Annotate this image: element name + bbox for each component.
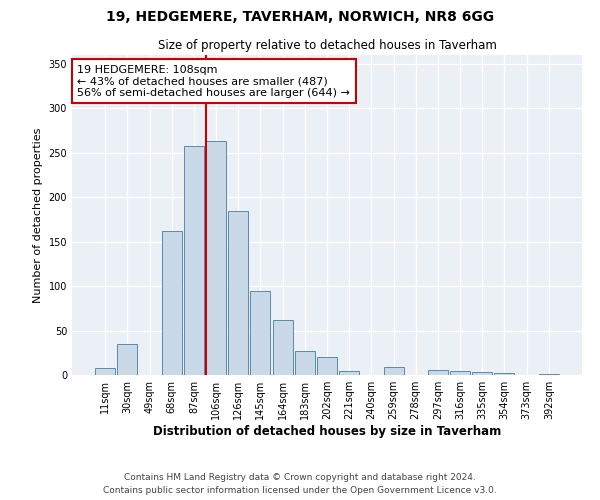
Bar	[428, 370, 448, 375]
Bar	[450, 372, 470, 375]
Text: 19 HEDGEMERE: 108sqm
← 43% of detached houses are smaller (487)
56% of semi-deta: 19 HEDGEMERE: 108sqm ← 43% of detached h…	[77, 64, 350, 98]
Bar	[206, 141, 226, 375]
Bar	[472, 372, 492, 375]
Bar	[118, 344, 137, 375]
Bar	[250, 290, 271, 375]
Text: 19, HEDGEMERE, TAVERHAM, NORWICH, NR8 6GG: 19, HEDGEMERE, TAVERHAM, NORWICH, NR8 6G…	[106, 10, 494, 24]
Bar	[539, 374, 559, 375]
Bar	[95, 368, 115, 375]
Bar	[162, 231, 182, 375]
Title: Size of property relative to detached houses in Taverham: Size of property relative to detached ho…	[158, 40, 496, 52]
X-axis label: Distribution of detached houses by size in Taverham: Distribution of detached houses by size …	[153, 425, 501, 438]
Bar	[272, 320, 293, 375]
Bar	[295, 351, 315, 375]
Bar	[339, 372, 359, 375]
Bar	[228, 212, 248, 375]
Bar	[184, 146, 204, 375]
Bar	[383, 367, 404, 375]
Bar	[317, 357, 337, 375]
Y-axis label: Number of detached properties: Number of detached properties	[33, 128, 43, 302]
Bar	[494, 373, 514, 375]
Text: Contains HM Land Registry data © Crown copyright and database right 2024.
Contai: Contains HM Land Registry data © Crown c…	[103, 474, 497, 495]
